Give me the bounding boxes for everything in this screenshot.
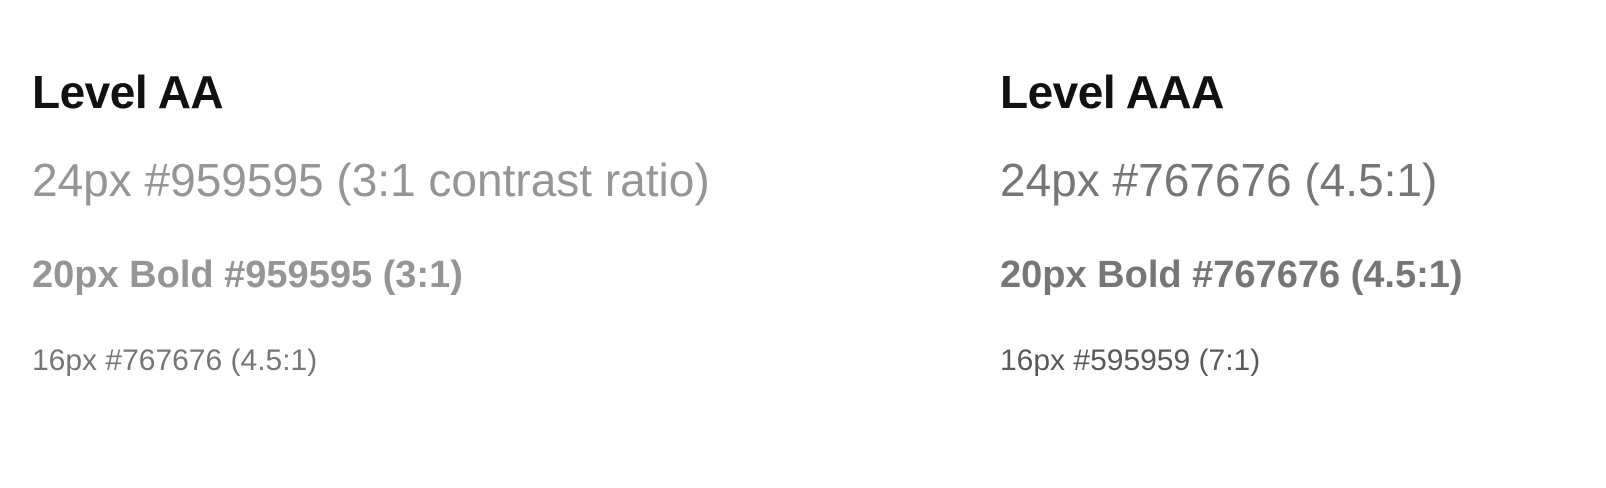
level-aaa-24px-sample: 24px #767676 (4.5:1) [1000,154,1438,206]
level-aaa-column: Level AAA 24px #767676 (4.5:1) 20px Bold… [1000,0,1580,488]
level-aaa-heading: Level AAA [1000,66,1224,118]
level-aa-20px-bold-sample: 20px Bold #959595 (3:1) [32,254,463,296]
level-aa-24px-sample: 24px #959595 (3:1 contrast ratio) [32,154,710,206]
level-aa-16px-sample: 16px #767676 (4.5:1) [32,344,318,377]
level-aaa-16px-sample: 16px #595959 (7:1) [1000,344,1261,377]
level-aa-column: Level AA 24px #959595 (3:1 contrast rati… [32,0,972,488]
level-aaa-20px-bold-sample: 20px Bold #767676 (4.5:1) [1000,254,1463,296]
level-aa-heading: Level AA [32,66,224,118]
